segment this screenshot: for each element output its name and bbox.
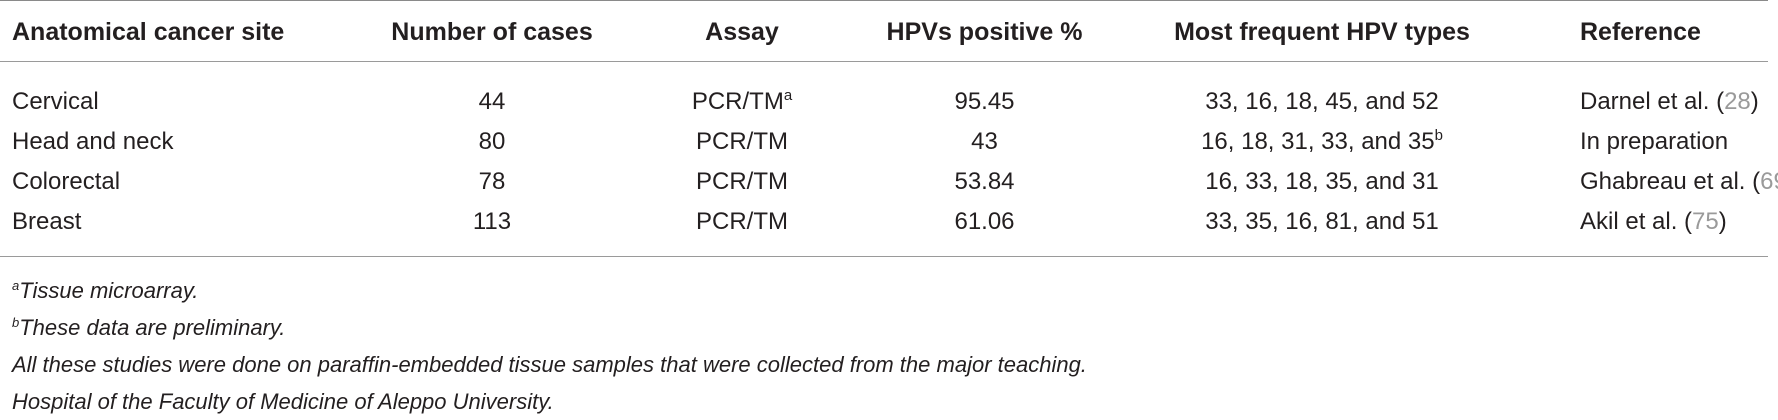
header-row: Anatomical cancer site Number of cases A… bbox=[0, 8, 1768, 56]
ref-citation-link[interactable]: 75 bbox=[1692, 208, 1719, 235]
table-row: Breast 113 PCR/TM 61.06 33, 35, 16, 81, … bbox=[0, 202, 1768, 242]
ref-citation-link[interactable]: 28 bbox=[1724, 88, 1751, 115]
header-assay: Assay bbox=[705, 17, 779, 46]
ref-citation-link[interactable]: 69 bbox=[1760, 168, 1778, 195]
footnote-studies: All these studies were done on paraffin-… bbox=[12, 352, 1087, 377]
assay-text: PCR/TM bbox=[691, 88, 784, 115]
cell-reference: Ghabreau et al. (69) bbox=[1517, 162, 1778, 202]
cell-site: Colorectal bbox=[12, 168, 121, 195]
cell-types: 33, 35, 16, 81, and 51 bbox=[1127, 202, 1517, 242]
table-row: Head and neck 80 PCR/TM 43 16, 18, 31, 3… bbox=[0, 122, 1768, 162]
footnote-b-text: These data are preliminary. bbox=[19, 315, 286, 340]
table-bottom-rule bbox=[0, 256, 1768, 257]
cell-reference: Akil et al. (75) bbox=[1517, 202, 1768, 242]
types-text: 33, 16, 18, 45, and 52 bbox=[1205, 88, 1439, 115]
cell-positive: 43 bbox=[971, 128, 998, 155]
cell-types: 16, 18, 31, 33, and 35b bbox=[1127, 122, 1517, 162]
footnote-a-marker: a bbox=[12, 278, 20, 293]
cell-positive: 95.45 bbox=[954, 88, 1015, 115]
ref-text: Darnel et al. ( bbox=[1580, 88, 1725, 115]
header-types: Most frequent HPV types bbox=[1174, 17, 1470, 46]
cell-site: Cervical bbox=[12, 88, 99, 115]
cell-cases: 80 bbox=[478, 128, 506, 155]
header-reference: Reference bbox=[1580, 17, 1701, 46]
footnote-a: aTissue microarray. bbox=[12, 272, 1087, 309]
ref-text: Akil et al. ( bbox=[1580, 208, 1693, 235]
footnote-marker-b: b bbox=[1434, 127, 1443, 144]
footnote-b-marker: b bbox=[12, 315, 20, 330]
table-top-rule bbox=[0, 0, 1768, 1]
table-row: Colorectal 78 PCR/TM 53.84 16, 33, 18, 3… bbox=[0, 162, 1778, 202]
table-header: Anatomical cancer site Number of cases A… bbox=[0, 8, 1768, 56]
footnote-hospital: Hospital of the Faculty of Medicine of A… bbox=[12, 389, 554, 414]
header-site: Anatomical cancer site bbox=[12, 17, 285, 46]
assay-text: PCR/TM bbox=[696, 128, 788, 155]
ref-text: Ghabreau et al. ( bbox=[1580, 168, 1761, 195]
cell-positive: 53.84 bbox=[954, 168, 1015, 195]
cell-positive: 61.06 bbox=[954, 208, 1015, 235]
cell-types: 16, 33, 18, 35, and 31 bbox=[1127, 162, 1517, 202]
footnote-marker-a: a bbox=[783, 87, 793, 104]
cell-reference: Darnel et al. (28) bbox=[1517, 82, 1768, 122]
ref-close: ) bbox=[1750, 88, 1759, 115]
footnote-a-text: Tissue microarray. bbox=[19, 278, 199, 303]
assay-text: PCR/TM bbox=[696, 168, 788, 195]
cell-cases: 78 bbox=[478, 168, 506, 195]
cell-cases: 44 bbox=[478, 88, 506, 115]
table-header-rule bbox=[0, 61, 1768, 62]
cell-types: 33, 16, 18, 45, and 52 bbox=[1127, 82, 1517, 122]
types-text: 16, 33, 18, 35, and 31 bbox=[1205, 168, 1439, 195]
ref-close: ) bbox=[1718, 208, 1727, 235]
header-positive: HPVs positive % bbox=[886, 17, 1083, 46]
cell-site: Breast bbox=[12, 208, 82, 235]
cell-assay: PCR/TM bbox=[642, 122, 842, 162]
types-text: 33, 35, 16, 81, and 51 bbox=[1205, 208, 1439, 235]
cell-assay: PCR/TMa bbox=[642, 82, 842, 122]
ref-text: In preparation bbox=[1580, 128, 1729, 155]
table-body: Cervical 44 PCR/TMa 95.45 33, 16, 18, 45… bbox=[0, 82, 1778, 242]
cell-assay: PCR/TM bbox=[642, 162, 842, 202]
cell-reference: In preparation bbox=[1517, 122, 1768, 162]
cell-site: Head and neck bbox=[12, 128, 174, 155]
cell-assay: PCR/TM bbox=[642, 202, 842, 242]
table-footnotes: aTissue microarray. bThese data are prel… bbox=[12, 272, 1087, 420]
header-cases: Number of cases bbox=[391, 17, 593, 46]
table-row: Cervical 44 PCR/TMa 95.45 33, 16, 18, 45… bbox=[0, 82, 1768, 122]
cell-cases: 113 bbox=[472, 208, 512, 235]
types-text: 16, 18, 31, 33, and 35 bbox=[1201, 128, 1435, 155]
assay-text: PCR/TM bbox=[696, 208, 788, 235]
footnote-b: bThese data are preliminary. bbox=[12, 309, 1087, 346]
